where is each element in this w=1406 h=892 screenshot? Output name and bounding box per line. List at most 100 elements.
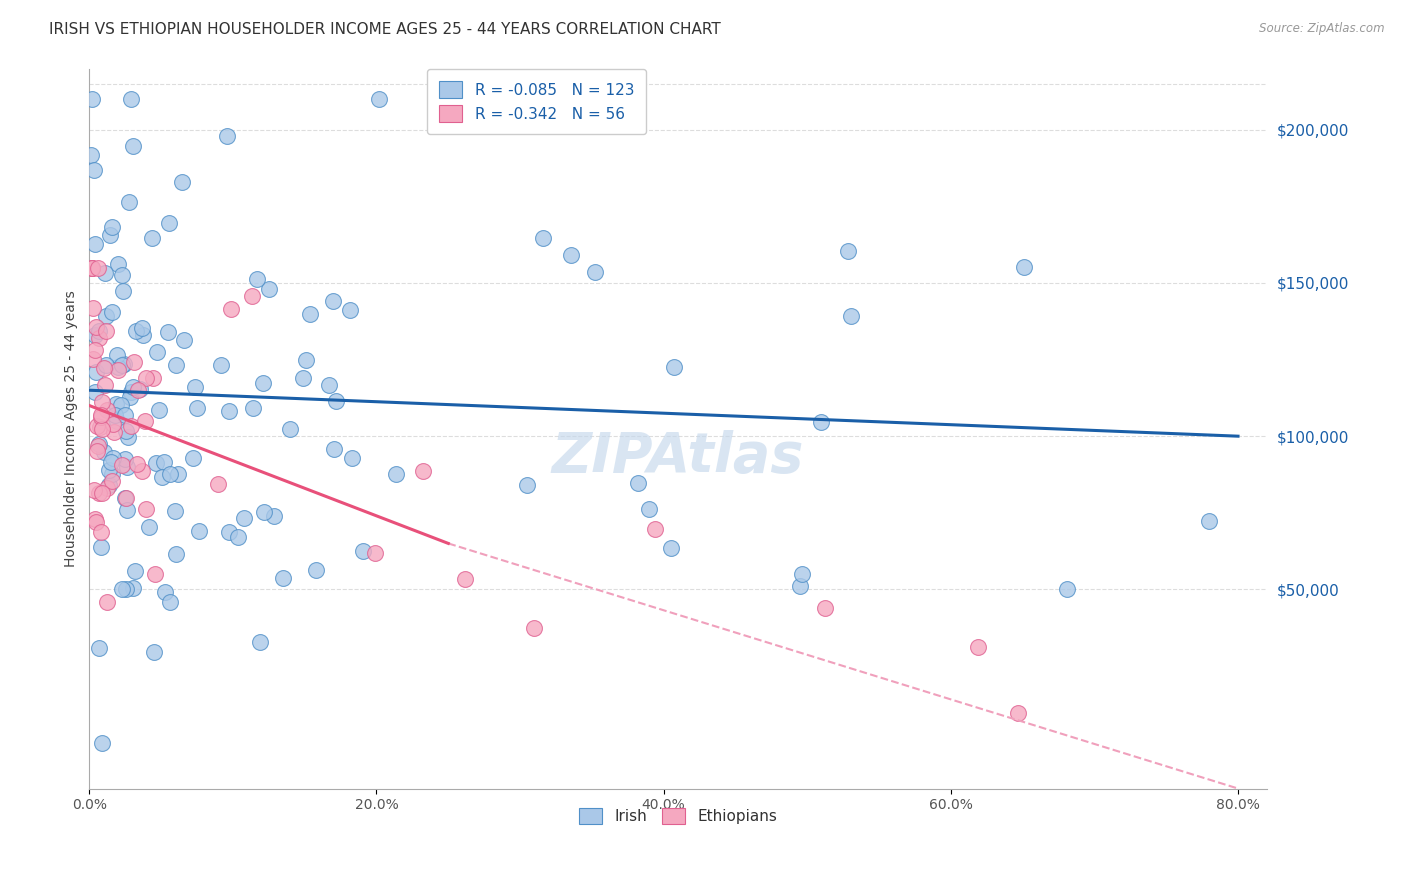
Irish	[101, 467, 124, 482]
Irish	[87, 641, 110, 656]
Irish	[188, 524, 211, 539]
Ethiopians	[83, 343, 105, 357]
Irish	[118, 194, 141, 209]
Ethiopians	[89, 409, 111, 424]
Ethiopians	[120, 419, 142, 434]
Irish	[165, 547, 187, 561]
Irish	[118, 390, 141, 404]
Irish	[215, 129, 238, 144]
Irish	[298, 307, 321, 321]
Irish	[117, 502, 139, 516]
Ethiopians	[364, 546, 387, 560]
Irish	[583, 265, 606, 279]
Irish	[318, 378, 340, 392]
Irish	[166, 467, 188, 481]
Irish	[98, 463, 121, 477]
Ethiopians	[100, 474, 122, 488]
Irish	[173, 333, 195, 347]
Ethiopians	[814, 600, 837, 615]
Irish	[141, 231, 163, 245]
Irish	[249, 635, 271, 649]
Irish	[80, 147, 103, 161]
Ethiopians	[644, 522, 666, 536]
Ethiopians	[240, 289, 263, 303]
Irish	[117, 430, 139, 444]
Irish	[115, 460, 138, 475]
Ethiopians	[101, 417, 124, 431]
Text: IRISH VS ETHIOPIAN HOUSEHOLDER INCOME AGES 25 - 44 YEARS CORRELATION CHART: IRISH VS ETHIOPIAN HOUSEHOLDER INCOME AG…	[49, 22, 721, 37]
Ethiopians	[90, 524, 112, 539]
Irish	[132, 327, 155, 342]
Irish	[1014, 260, 1036, 274]
Irish	[90, 540, 112, 554]
Irish	[111, 358, 134, 372]
Ethiopians	[86, 444, 108, 458]
Irish	[304, 563, 326, 577]
Y-axis label: Householder Income Ages 25 - 44 years: Householder Income Ages 25 - 44 years	[65, 290, 79, 567]
Irish	[112, 357, 135, 371]
Irish	[94, 358, 117, 372]
Irish	[186, 401, 208, 415]
Irish	[131, 321, 153, 335]
Ethiopians	[94, 324, 117, 338]
Ethiopians	[84, 319, 107, 334]
Irish	[103, 450, 125, 465]
Irish	[107, 257, 129, 271]
Ethiopians	[91, 395, 114, 409]
Text: ZIPAtlas: ZIPAtlas	[551, 430, 804, 484]
Ethiopians	[90, 409, 112, 423]
Irish	[122, 139, 145, 153]
Ethiopians	[115, 491, 138, 506]
Ethiopians	[89, 420, 111, 434]
Irish	[98, 227, 121, 242]
Irish	[83, 162, 105, 177]
Irish	[233, 511, 256, 525]
Irish	[87, 324, 110, 338]
Irish	[218, 404, 240, 418]
Ethiopians	[143, 566, 166, 581]
Irish	[342, 450, 364, 465]
Irish	[385, 467, 408, 481]
Irish	[110, 582, 132, 596]
Ethiopians	[142, 371, 165, 385]
Irish	[148, 403, 170, 417]
Irish	[104, 397, 127, 411]
Ethiopians	[135, 501, 157, 516]
Ethiopians	[135, 371, 157, 385]
Irish	[810, 416, 832, 430]
Irish	[263, 508, 285, 523]
Irish	[159, 595, 181, 609]
Irish	[322, 293, 344, 308]
Ethiopians	[122, 355, 145, 369]
Ethiopians	[80, 260, 103, 275]
Irish	[100, 454, 122, 468]
Legend: Irish, Ethiopians: Irish, Ethiopians	[568, 797, 787, 835]
Irish	[157, 216, 180, 230]
Irish	[93, 266, 115, 280]
Irish	[252, 376, 274, 390]
Ethiopians	[134, 414, 156, 428]
Irish	[368, 92, 391, 106]
Ethiopians	[90, 422, 112, 436]
Irish	[101, 220, 124, 235]
Ethiopians	[84, 512, 107, 526]
Irish	[84, 328, 107, 343]
Irish	[114, 451, 136, 466]
Text: Source: ZipAtlas.com: Source: ZipAtlas.com	[1260, 22, 1385, 36]
Irish	[184, 380, 207, 394]
Irish	[638, 502, 661, 516]
Ethiopians	[91, 485, 114, 500]
Irish	[122, 379, 145, 393]
Ethiopians	[87, 486, 110, 500]
Ethiopians	[103, 425, 125, 439]
Irish	[172, 175, 194, 189]
Irish	[163, 503, 186, 517]
Irish	[143, 645, 166, 659]
Irish	[209, 358, 232, 372]
Ethiopians	[80, 260, 103, 275]
Irish	[107, 359, 129, 374]
Irish	[104, 408, 127, 422]
Irish	[114, 491, 136, 506]
Ethiopians	[93, 377, 115, 392]
Irish	[226, 530, 249, 544]
